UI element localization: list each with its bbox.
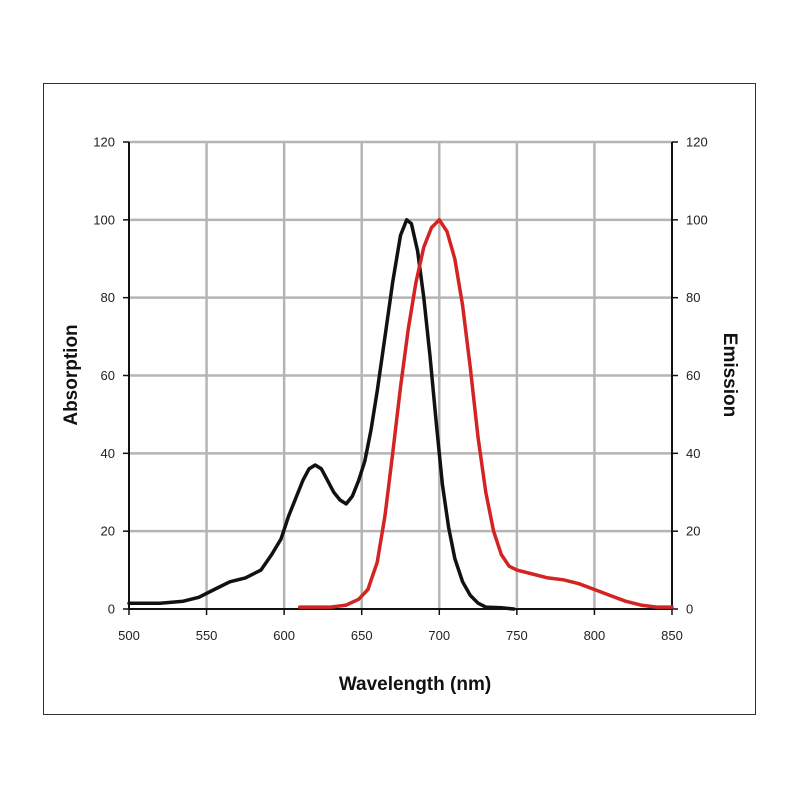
tick-labels: 0 0 20 20 40 40 60 60 80 80 100 100 120 120 500 550 600 6… [93, 135, 707, 644]
x-tick-label: 600 [273, 628, 295, 643]
axes [123, 141, 678, 615]
y-tick-label-left: 0 [108, 602, 115, 617]
y-tick-label-left: 40 [101, 446, 115, 461]
y-tick-label-right: 120 [686, 135, 708, 150]
y-tick-label-right: 40 [686, 446, 700, 461]
y-tick-label-right: 0 [686, 602, 693, 617]
x-axis-title: Wavelength (nm) [339, 674, 491, 695]
y-tick-label-left: 80 [101, 290, 115, 305]
y-tick-label-right: 80 [686, 290, 700, 305]
x-tick-label: 800 [584, 628, 606, 643]
x-tick-label: 750 [506, 628, 528, 643]
y-tick-label-right: 60 [686, 368, 700, 383]
x-tick-label: 850 [661, 628, 683, 643]
emission-series-line [297, 218, 674, 609]
series-lines [127, 218, 674, 611]
absorption-series-line [127, 218, 516, 611]
y-axis-title-left: Absorption [61, 324, 82, 425]
x-tick-label: 550 [196, 628, 218, 643]
x-tick-label: 500 [118, 628, 140, 643]
chart-frame [43, 83, 756, 715]
y-tick-label-left: 60 [101, 368, 115, 383]
y-tick-label-right: 20 [686, 524, 700, 539]
y-tick-label-left: 100 [93, 212, 115, 227]
x-tick-label: 700 [428, 628, 450, 643]
y-tick-label-left: 120 [93, 135, 115, 150]
x-tick-label: 650 [351, 628, 373, 643]
y-tick-label-left: 20 [101, 524, 115, 539]
y-axis-title-right: Emission [719, 333, 740, 417]
y-tick-label-right: 100 [686, 212, 708, 227]
